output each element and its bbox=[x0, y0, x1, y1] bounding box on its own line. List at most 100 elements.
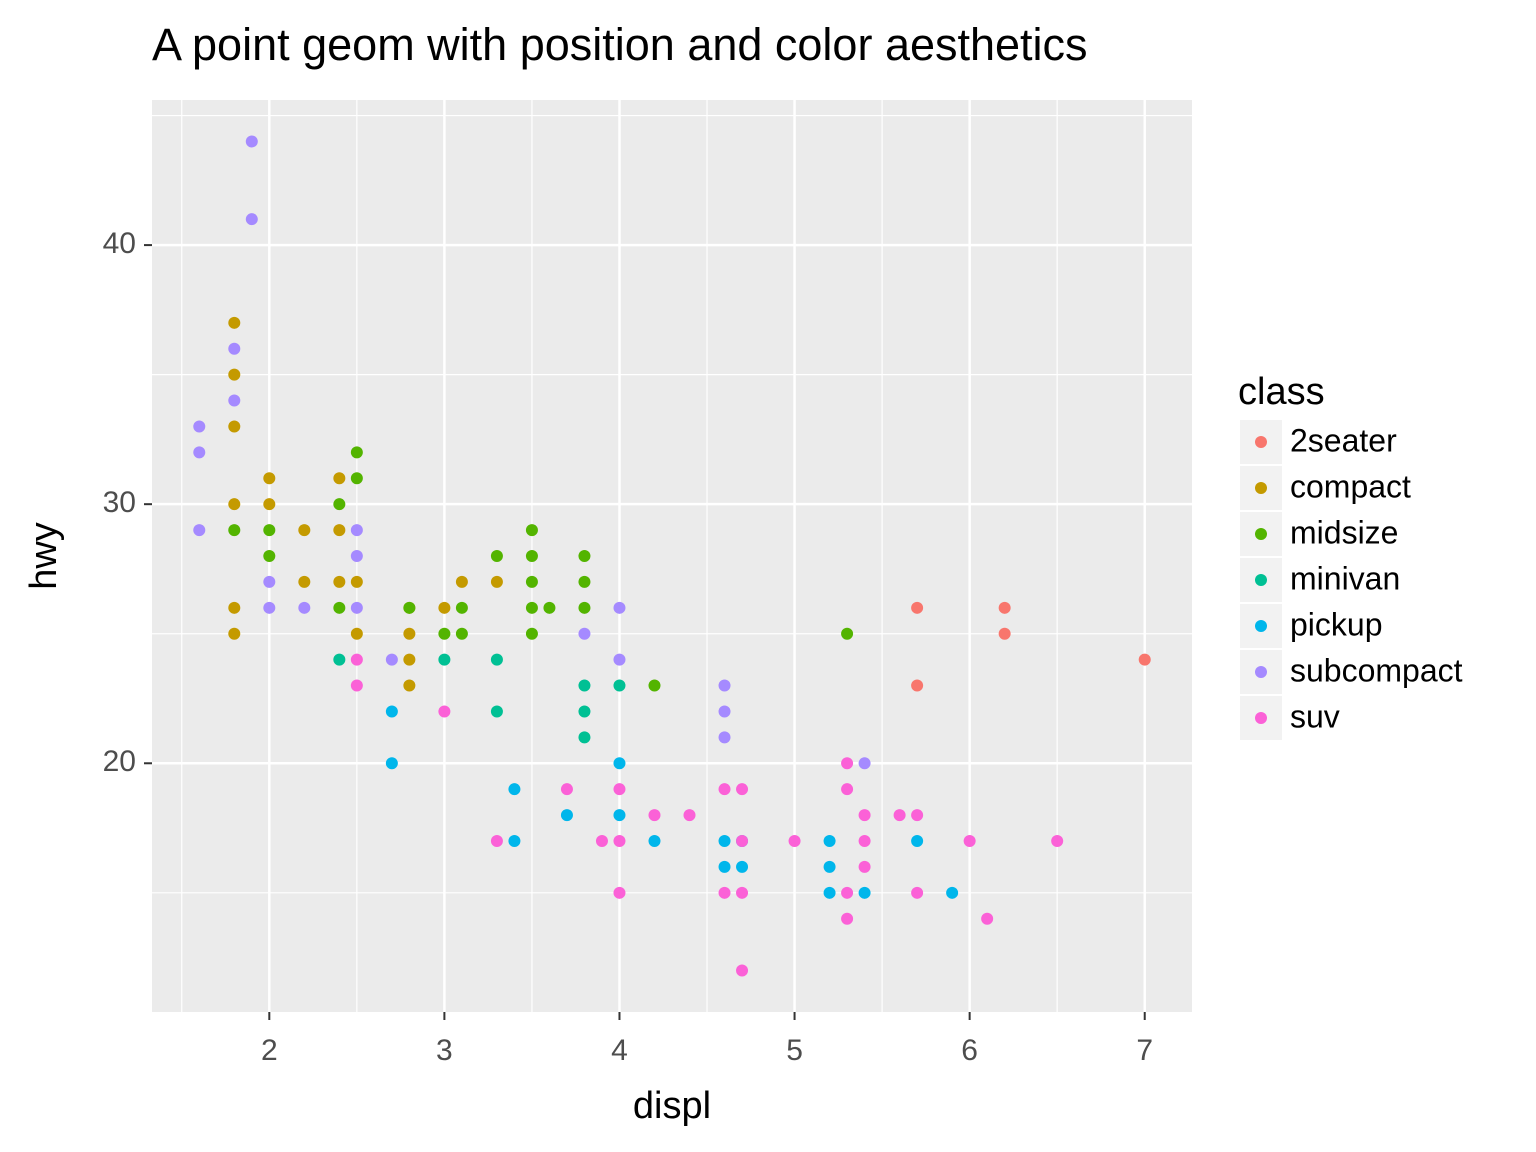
point bbox=[263, 575, 276, 588]
point bbox=[911, 809, 924, 822]
point bbox=[263, 498, 276, 511]
x-tick-label: 2 bbox=[261, 1034, 278, 1067]
point bbox=[595, 835, 608, 847]
point bbox=[333, 472, 346, 485]
point bbox=[455, 575, 468, 588]
point bbox=[298, 601, 311, 614]
point bbox=[350, 575, 363, 588]
point bbox=[350, 627, 363, 640]
point bbox=[911, 601, 924, 614]
point bbox=[333, 524, 346, 537]
point bbox=[245, 135, 258, 148]
point bbox=[578, 575, 591, 588]
point bbox=[350, 679, 363, 692]
point bbox=[228, 316, 241, 329]
point bbox=[718, 731, 731, 744]
legend-label: subcompact bbox=[1290, 652, 1463, 688]
point bbox=[228, 368, 241, 381]
point bbox=[841, 757, 854, 770]
point bbox=[350, 446, 363, 459]
point bbox=[823, 886, 836, 899]
point bbox=[578, 627, 591, 640]
point bbox=[613, 835, 626, 847]
point bbox=[718, 860, 731, 873]
point bbox=[525, 550, 538, 562]
point bbox=[613, 757, 626, 770]
point bbox=[613, 886, 626, 899]
y-tick-label: 40 bbox=[103, 227, 136, 260]
point bbox=[403, 653, 416, 666]
point bbox=[578, 550, 591, 562]
point bbox=[403, 601, 416, 614]
x-tick-label: 3 bbox=[436, 1034, 453, 1067]
point bbox=[438, 627, 451, 640]
point bbox=[508, 835, 521, 847]
legend-marker bbox=[1255, 436, 1267, 448]
point bbox=[525, 575, 538, 588]
point bbox=[858, 809, 871, 822]
point bbox=[613, 679, 626, 692]
point bbox=[736, 835, 749, 847]
point bbox=[578, 679, 591, 692]
point bbox=[385, 757, 398, 770]
legend-marker bbox=[1255, 620, 1267, 632]
legend-label: pickup bbox=[1290, 606, 1383, 642]
point bbox=[736, 860, 749, 873]
point bbox=[613, 653, 626, 666]
x-tick-label: 4 bbox=[611, 1034, 628, 1067]
point bbox=[998, 601, 1011, 614]
point bbox=[263, 472, 276, 485]
legend-title: class bbox=[1238, 371, 1325, 413]
point bbox=[350, 472, 363, 485]
point bbox=[841, 783, 854, 796]
point bbox=[525, 524, 538, 537]
point bbox=[298, 575, 311, 588]
point bbox=[946, 886, 959, 899]
point bbox=[385, 653, 398, 666]
point bbox=[736, 964, 749, 977]
chart-title: A point geom with position and color aes… bbox=[152, 19, 1088, 70]
point bbox=[613, 809, 626, 822]
point bbox=[1138, 653, 1151, 666]
point bbox=[560, 783, 573, 796]
legend-marker bbox=[1255, 482, 1267, 494]
legend-marker bbox=[1255, 528, 1267, 540]
point bbox=[998, 627, 1011, 640]
legend-label: compact bbox=[1290, 468, 1411, 504]
point bbox=[403, 627, 416, 640]
point bbox=[525, 601, 538, 614]
point bbox=[613, 783, 626, 796]
x-tick-label: 7 bbox=[1136, 1034, 1153, 1067]
point bbox=[543, 601, 556, 614]
legend-marker bbox=[1255, 574, 1267, 586]
point bbox=[333, 653, 346, 666]
point bbox=[350, 550, 363, 562]
point bbox=[263, 550, 276, 562]
point bbox=[578, 601, 591, 614]
point bbox=[736, 886, 749, 899]
point bbox=[736, 783, 749, 796]
point bbox=[560, 809, 573, 822]
point bbox=[455, 601, 468, 614]
point bbox=[718, 705, 731, 718]
point bbox=[438, 653, 451, 666]
point bbox=[823, 835, 836, 847]
point bbox=[788, 835, 801, 847]
point bbox=[981, 912, 994, 925]
point bbox=[911, 835, 924, 847]
point bbox=[893, 809, 906, 822]
point bbox=[525, 627, 538, 640]
point bbox=[841, 627, 854, 640]
point bbox=[1051, 835, 1064, 847]
point bbox=[858, 835, 871, 847]
point bbox=[490, 575, 503, 588]
point bbox=[718, 886, 731, 899]
point bbox=[455, 627, 468, 640]
point bbox=[438, 705, 451, 718]
point bbox=[228, 524, 241, 537]
point bbox=[858, 886, 871, 899]
point bbox=[228, 420, 241, 433]
point bbox=[263, 601, 276, 614]
point bbox=[228, 342, 241, 355]
legend-label: suv bbox=[1290, 698, 1340, 734]
